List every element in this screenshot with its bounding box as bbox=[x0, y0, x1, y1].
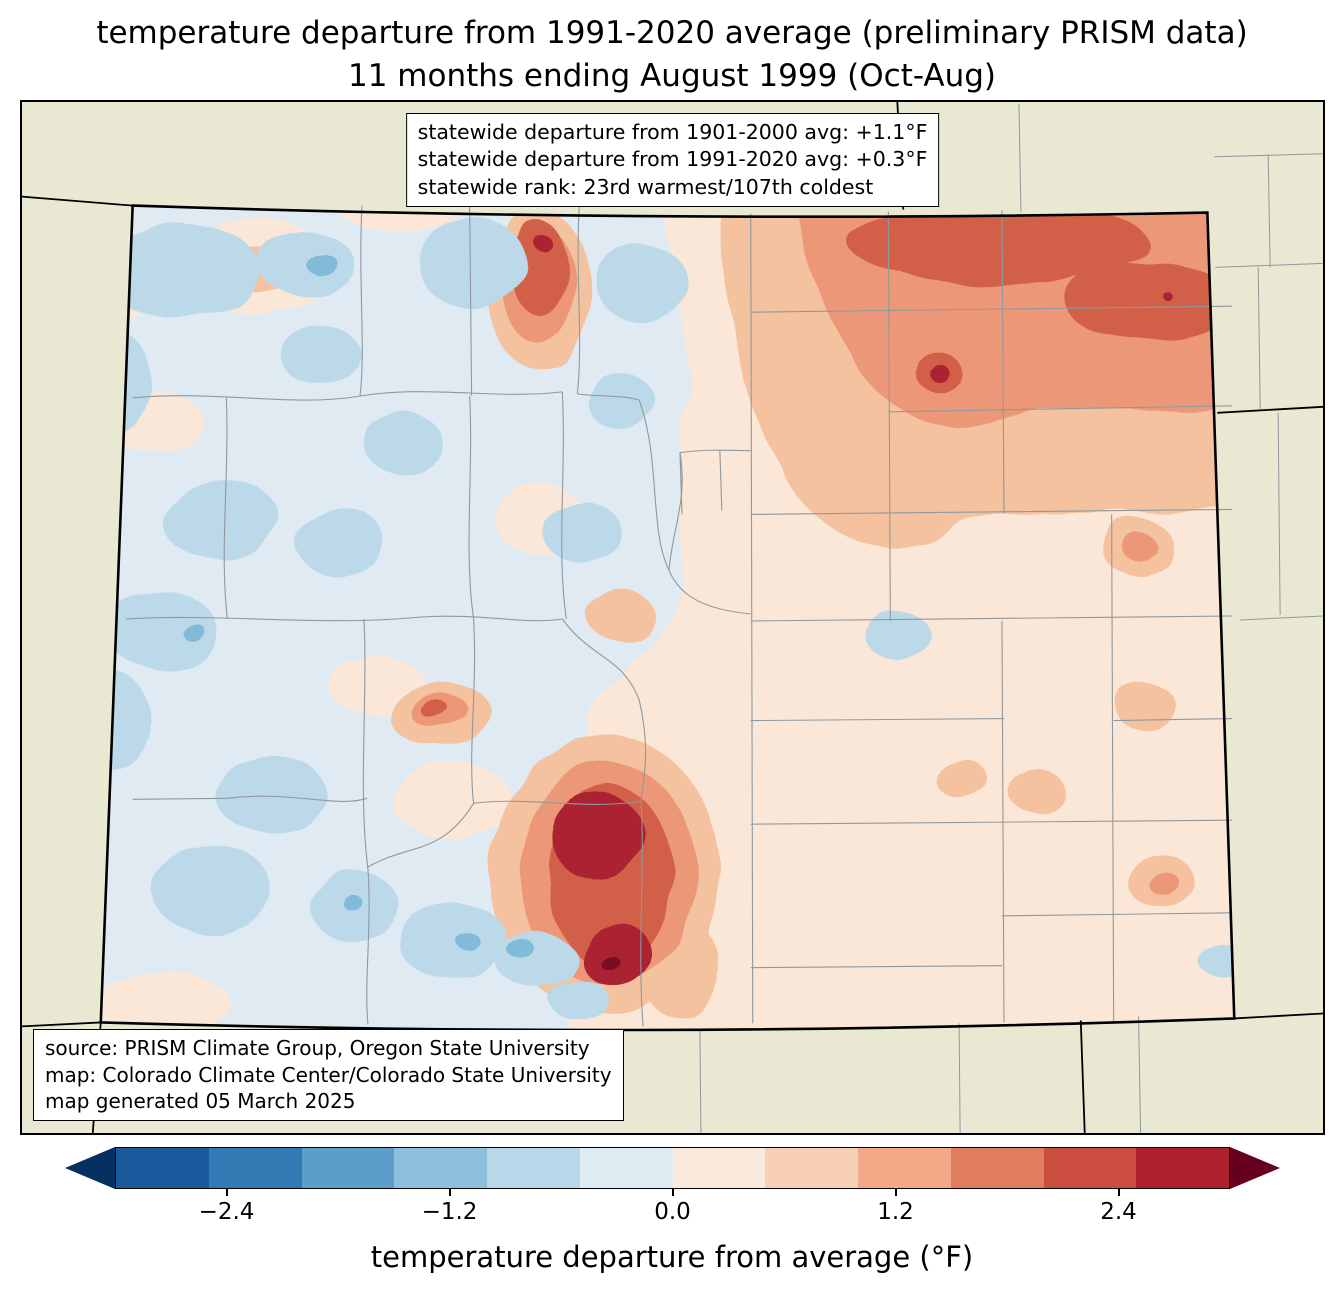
source-attribution-box: source: PRISM Climate Group, Oregon Stat… bbox=[33, 1029, 624, 1121]
out-of-state-county-lines bbox=[699, 103, 1323, 1133]
colorbar-under-arrow bbox=[65, 1147, 115, 1189]
colorbar-over-arrow bbox=[1230, 1147, 1280, 1189]
colorbar-ticks: −2.4 −1.2 0.0 1.2 2.4 bbox=[115, 1189, 1230, 1235]
colorbar-segment bbox=[487, 1148, 580, 1188]
colorbar-tick-mark bbox=[894, 1189, 897, 1196]
stats-line-1901-2000: statewide departure from 1901-2000 avg: … bbox=[417, 120, 928, 144]
colorbar-segment bbox=[672, 1148, 766, 1188]
colorbar-segment bbox=[858, 1148, 951, 1188]
stats-line-rank: statewide rank: 23rd warmest/107th colde… bbox=[417, 174, 874, 199]
colorbar-segment bbox=[394, 1148, 487, 1188]
source-line: source: PRISM Climate Group, Oregon Stat… bbox=[45, 1036, 590, 1061]
map-title-line1: temperature departure from 1991-2020 ave… bbox=[96, 15, 1248, 51]
map-credit-line: map: Colorado Climate Center/Colorado St… bbox=[45, 1062, 612, 1087]
colorbar-segment bbox=[208, 1148, 302, 1188]
colorbar-axis-label: temperature departure from average (°F) bbox=[370, 1240, 974, 1274]
colorbar-segment bbox=[116, 1148, 209, 1188]
map-title-line2: 11 months ending August 1999 (Oct-Aug) bbox=[347, 57, 997, 94]
colorbar-tick-label: −2.4 bbox=[198, 1199, 255, 1225]
colorbar-tick-mark bbox=[225, 1189, 228, 1196]
colorbar-segment bbox=[1043, 1148, 1137, 1188]
colorado-state-border bbox=[99, 204, 1236, 1032]
generated-date-line: map generated 05 March 2025 bbox=[45, 1089, 356, 1114]
colorbar-tick-mark bbox=[448, 1189, 451, 1196]
colorbar-tick-label: 1.2 bbox=[877, 1199, 914, 1225]
colorbar-tick-mark bbox=[1117, 1189, 1120, 1196]
colorbar-segment bbox=[579, 1148, 673, 1188]
map-title: temperature departure from 1991-2020 ave… bbox=[0, 12, 1344, 98]
colorbar-tick-label: −1.2 bbox=[421, 1199, 478, 1225]
stats-line-1991-2020: statewide departure from 1991-2020 avg: … bbox=[417, 147, 928, 172]
colorbar-segment bbox=[765, 1148, 858, 1188]
colorbar-segments bbox=[115, 1147, 1230, 1189]
colorbar-tick-label: 2.4 bbox=[1100, 1199, 1137, 1225]
colorbar-segment bbox=[950, 1148, 1044, 1188]
colorbar-tick-label: 0.0 bbox=[654, 1199, 691, 1225]
map-axes: statewide departure from 1901-2000 avg: … bbox=[20, 100, 1325, 1135]
colorado-climate-map bbox=[22, 102, 1323, 1133]
dark-red-blobs bbox=[534, 235, 1174, 988]
colorbar-tick-mark bbox=[671, 1189, 674, 1196]
temperature-field bbox=[100, 205, 1235, 1031]
colorbar bbox=[65, 1147, 1280, 1189]
county-lines bbox=[125, 205, 1233, 1027]
maroon-spot bbox=[600, 954, 621, 971]
statewide-stats-box: statewide departure from 1901-2000 avg: … bbox=[405, 113, 940, 207]
colorbar-segment bbox=[1136, 1148, 1229, 1188]
colorbar-segment bbox=[301, 1148, 395, 1188]
